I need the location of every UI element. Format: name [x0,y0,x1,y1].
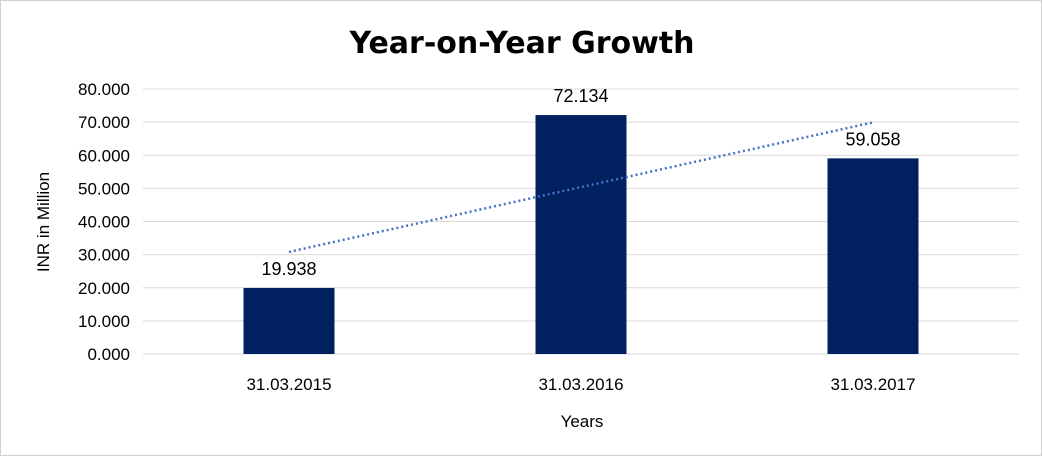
bar [827,158,919,354]
y-tick-label: 50.000 [78,179,130,198]
bars [243,115,919,354]
x-tick-label: 31.03.2017 [830,375,915,394]
data-label: 59.058 [845,129,900,149]
bar [243,287,335,354]
y-tick-label: 40.000 [78,213,130,232]
data-labels: 19.938 72.134 59.058 [261,86,900,279]
y-tick-label: 0.000 [87,345,130,364]
chart-title: Year-on-Year Growth [348,26,694,61]
y-tick-label: 80.000 [78,80,130,99]
y-tick-label: 30.000 [78,246,130,265]
y-axis-ticks: 0.000 10.000 20.000 30.000 40.000 50.000 60.00… [78,80,130,364]
data-label: 19.938 [261,259,316,279]
x-axis-ticks: 31.03.2015 31.03.2016 31.03.2017 [246,375,915,394]
bar [535,115,627,354]
x-tick-label: 31.03.2015 [246,375,331,394]
x-tick-label: 31.03.2016 [538,375,623,394]
x-axis-title: Years [561,412,604,431]
y-tick-label: 60.000 [78,146,130,165]
y-axis-title: INR in Million [34,172,53,272]
y-tick-label: 70.000 [78,113,130,132]
data-label: 72.134 [553,86,608,106]
y-tick-label: 20.000 [78,279,130,298]
y-tick-label: 10.000 [78,312,130,331]
